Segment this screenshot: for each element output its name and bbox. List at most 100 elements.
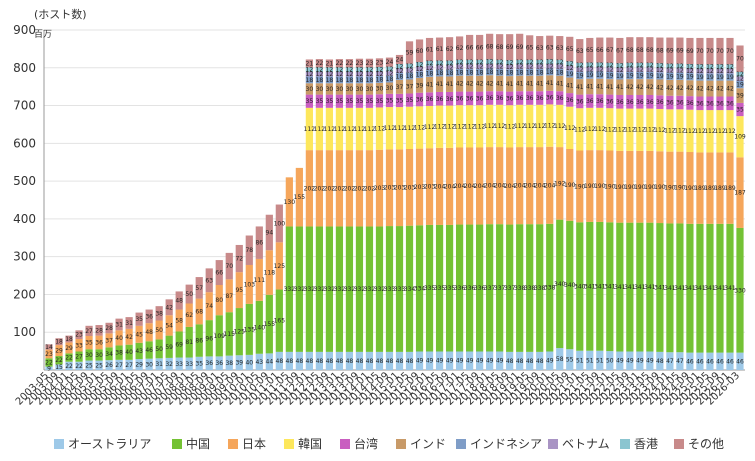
bar-segment [325,107,334,151]
data-label: 18 [506,70,514,77]
bar-segment [596,78,604,95]
data-label: 203 [404,184,416,191]
data-label: 87 [225,293,233,300]
data-label: 330 [734,287,746,294]
bar-segment [75,361,83,370]
data-label: 39 [416,82,424,89]
bar-segment [455,224,464,352]
bar-segment [435,65,444,70]
data-label: 12 [326,67,334,74]
data-label: 36 [586,98,594,105]
data-label: 12 [616,67,624,74]
bar-segment [596,71,604,79]
data-label: 42 [706,86,714,93]
bar-segment [616,63,624,68]
data-label: 69 [506,44,514,51]
data-label: 41 [496,80,504,87]
data-label: 45 [135,331,143,338]
bar-segment [536,351,544,370]
data-label: 19 [676,73,684,80]
data-label: 118 [264,270,276,277]
data-label: 112 [374,126,386,133]
data-label: 40 [125,349,133,356]
data-label: 68 [646,47,654,54]
legend-swatch [54,439,64,449]
data-label: 48 [306,358,314,365]
data-label: 35 [376,98,384,105]
bar-segment [586,37,594,63]
bar-segment [335,150,344,227]
data-label: 19 [646,73,654,80]
bar-segment [195,356,203,370]
bar-segment [696,73,704,81]
legend-swatch [456,439,466,449]
data-label: 35 [85,340,93,347]
bar-segment [596,150,604,222]
data-label: 41 [536,80,544,87]
bar-segment [586,221,594,351]
data-label: 18 [356,77,364,84]
bar-segment [466,68,474,76]
data-label: 12 [436,64,444,71]
bar-segment [105,322,113,334]
data-label: 112 [534,123,546,130]
bar-segment [686,80,694,97]
data-label: 125 [274,263,286,270]
data-label: 190 [624,184,636,191]
data-label: 43 [255,359,263,366]
data-label: 30 [316,86,324,93]
data-label: 112 [704,128,716,135]
bar-segment [305,71,313,77]
data-label: 18 [406,73,414,80]
data-label: 38 [155,310,163,317]
bar-segment [215,285,223,316]
bar-segment [476,224,484,352]
bar-segment [466,64,474,69]
bar-segment [536,147,544,225]
bar-segment [566,36,574,62]
bar-segment [45,349,53,359]
bar-segment [646,37,654,63]
data-label: 48 [506,358,514,365]
bar-segment [696,96,704,111]
bar-segment [145,358,153,370]
data-label: 140 [254,324,266,331]
data-label: 112 [714,128,726,135]
bar-segment [55,338,63,346]
bar-segment [656,79,664,96]
bar-segment [646,351,654,370]
bar-segment [466,351,474,370]
data-label: 49 [626,358,634,365]
bar-segment [546,223,554,352]
bar-segment [315,351,323,370]
bar-segment [616,37,624,64]
bar-segment [696,68,704,74]
bar-segment [516,147,524,225]
bar-segment [335,226,344,352]
bar-segment [75,339,83,352]
data-label: 203 [374,185,386,192]
data-label: 80 [215,297,223,304]
bar-segment [355,226,364,352]
bar-segment [365,94,374,108]
data-label: 31 [125,320,133,327]
bar-segment [335,67,344,72]
bar-segment [405,41,414,64]
data-label: 336 [464,285,476,292]
data-label: 63 [556,45,564,52]
data-label: 70 [716,48,724,55]
data-label: 341 [704,285,716,292]
bar-segment [365,83,374,95]
data-label: 12 [426,65,434,72]
data-label: 12 [686,63,694,70]
bar-segment [566,93,574,107]
bar-segment [405,68,414,73]
data-label: 46 [686,358,694,365]
bar-segment [566,77,574,94]
bar-segment [676,79,684,96]
bar-segment [215,356,223,370]
bar-segment [736,227,744,353]
data-label: 12 [666,63,674,70]
y-tick-label: 900 [13,23,36,37]
data-label: 130 [284,199,296,206]
